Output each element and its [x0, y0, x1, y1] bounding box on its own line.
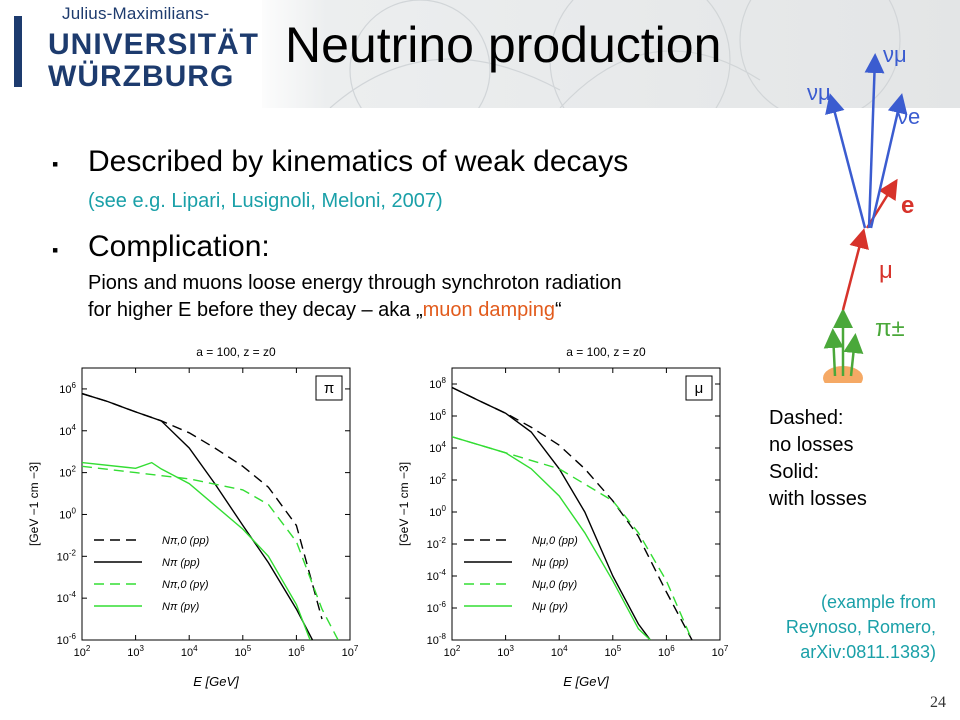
- legend-label: Nπ (pγ): [162, 601, 200, 613]
- y-tick-label: 102: [59, 465, 76, 480]
- y-tick-label: 108: [429, 376, 446, 391]
- panel-label-box: [685, 375, 713, 401]
- x-tick-label: 106: [658, 644, 675, 659]
- bullet-marker-2: ▪: [52, 240, 59, 260]
- panel-label: π: [324, 380, 334, 397]
- pion-arrows: [823, 308, 864, 377]
- note-line-1: Dashed:: [769, 407, 844, 429]
- x-tick-label: 104: [551, 644, 568, 659]
- series-line-2: [82, 392, 314, 640]
- bullet-1-sub: (see e.g. Lipari, Lusignoli, Meloni, 200…: [88, 190, 443, 212]
- chart-title: a = 100, z = z0: [566, 345, 646, 359]
- x-tick-label: 102: [74, 644, 91, 659]
- y-axis-label: [GeV −1 cm −3]: [397, 462, 411, 546]
- chart-title: a = 100, z = z0: [196, 345, 276, 359]
- bullet-2-sub-pre: for higher E before they decay – aka „: [88, 299, 423, 321]
- x-axis-label: E [GeV]: [193, 674, 239, 689]
- note-line-2: no losses: [769, 434, 854, 456]
- y-axis-label: [GeV −1 cm −3]: [27, 462, 41, 546]
- y-tick-label: 10-4: [57, 590, 77, 605]
- page-number: 24: [930, 694, 946, 711]
- chart-background: [390, 338, 740, 698]
- decay-diagram: νμ νμ νe e μ π±: [807, 42, 920, 383]
- x-tick-label: 106: [288, 644, 305, 659]
- x-axis-label: E [GeV]: [563, 674, 609, 689]
- legend-label: Nπ (pp): [162, 557, 200, 569]
- logo-text-line2: WÜRZBURG: [48, 60, 235, 93]
- reference-line-2: Reynoso, Romero,: [785, 617, 936, 637]
- label-pion: π±: [875, 315, 905, 342]
- legend-label: Nμ (pp): [532, 557, 569, 569]
- legend-label: Nμ,0 (pp): [532, 535, 578, 547]
- y-tick-label: 10-2: [57, 548, 77, 563]
- series-line-4: [82, 461, 311, 640]
- x-tick-label: 105: [604, 644, 621, 659]
- nu-e-track: [869, 93, 908, 229]
- y-tick-label: 10-6: [427, 600, 447, 615]
- logo-text-top: Julius-Maximilians-: [62, 4, 210, 23]
- panel-label: μ: [695, 380, 704, 397]
- bullet-2-sub-post: “: [554, 299, 562, 321]
- bullet-2-main: Complication:: [88, 230, 270, 263]
- series-line-4: [452, 436, 651, 640]
- header-band: Julius-Maximilians- UNIVERSITÄT WÜRZBURG…: [0, 0, 960, 108]
- logo-text-line1: UNIVERSITÄT: [48, 28, 260, 61]
- x-tick-label: 103: [127, 644, 144, 659]
- y-tick-label: 104: [59, 423, 76, 438]
- line-style-note: Dashed: no losses Solid: with losses: [769, 405, 867, 513]
- y-tick-label: 10-2: [427, 536, 447, 551]
- x-tick-label: 104: [181, 644, 198, 659]
- legend-label: Nμ (pγ): [532, 601, 568, 613]
- series-line-1: [452, 386, 693, 640]
- y-tick-label: 10-6: [57, 632, 77, 647]
- bullet-2-sub-line1: Pions and muons loose energy through syn…: [88, 272, 622, 294]
- reference-note: (example from Reynoso, Romero, arXiv:081…: [786, 590, 936, 665]
- plot-frame: [451, 367, 721, 641]
- bullet-1-main: Described by kinematics of weak decays: [88, 145, 629, 178]
- muon-damping-highlight: muon damping: [422, 299, 555, 321]
- y-tick-label: 10-8: [427, 632, 447, 647]
- y-tick-label: 10-4: [427, 568, 447, 583]
- slide-title: Neutrino production: [285, 17, 722, 73]
- x-tick-label: 103: [497, 644, 514, 659]
- nu-mu-left-track: [825, 93, 867, 229]
- university-logo: Julius-Maximilians- UNIVERSITÄT WÜRZBURG: [0, 0, 262, 108]
- y-tick-label: 104: [429, 440, 446, 455]
- series-line-2: [452, 386, 651, 640]
- panel-label-box: [315, 375, 343, 401]
- reference-line-3: arXiv:0811.1383): [800, 642, 936, 662]
- label-muon: μ: [879, 257, 893, 284]
- muon-track: [841, 228, 869, 311]
- label-nu-mu-top: νμ: [883, 42, 907, 67]
- bullet-marker-1: ▪: [52, 154, 59, 174]
- legend-label: Nπ,0 (pγ): [162, 579, 209, 591]
- background-watermark: [329, 0, 901, 108]
- pion-spectrum-chart: a = 100, z = z0 102 103 104 105 106 107 10-6 10-…: [20, 338, 370, 698]
- y-tick-label: 106: [59, 381, 76, 396]
- legend-label: Nπ,0 (pp): [162, 535, 209, 547]
- legend-label: Nμ,0 (pγ): [532, 579, 577, 591]
- logo-bar: [14, 16, 22, 87]
- x-tick-label: 102: [444, 644, 461, 659]
- note-line-4: with losses: [769, 488, 867, 510]
- y-tick-label: 102: [429, 472, 446, 487]
- reference-line-1: (example from: [820, 592, 936, 612]
- y-tick-label: 106: [429, 408, 446, 423]
- nu-mu-top-track: [864, 53, 885, 229]
- muon-spectrum-chart: a = 100, z = z0 102 103 104 105 106 107 10-8 10-…: [390, 338, 740, 698]
- label-electron: e: [901, 192, 914, 219]
- bullet-2-sub-line2: for higher E before they decay – aka „mu…: [88, 297, 562, 323]
- x-tick-label: 107: [712, 644, 729, 659]
- plot-frame: [81, 367, 351, 641]
- label-nu-mu-left: νμ: [807, 80, 831, 105]
- note-line-3: Solid:: [769, 461, 820, 483]
- x-tick-label: 105: [234, 644, 251, 659]
- y-tick-label: 100: [59, 506, 76, 521]
- y-tick-label: 100: [429, 504, 446, 519]
- series-line-3: [82, 465, 339, 640]
- label-nu-e: νe: [897, 104, 920, 129]
- x-tick-label: 107: [342, 644, 359, 659]
